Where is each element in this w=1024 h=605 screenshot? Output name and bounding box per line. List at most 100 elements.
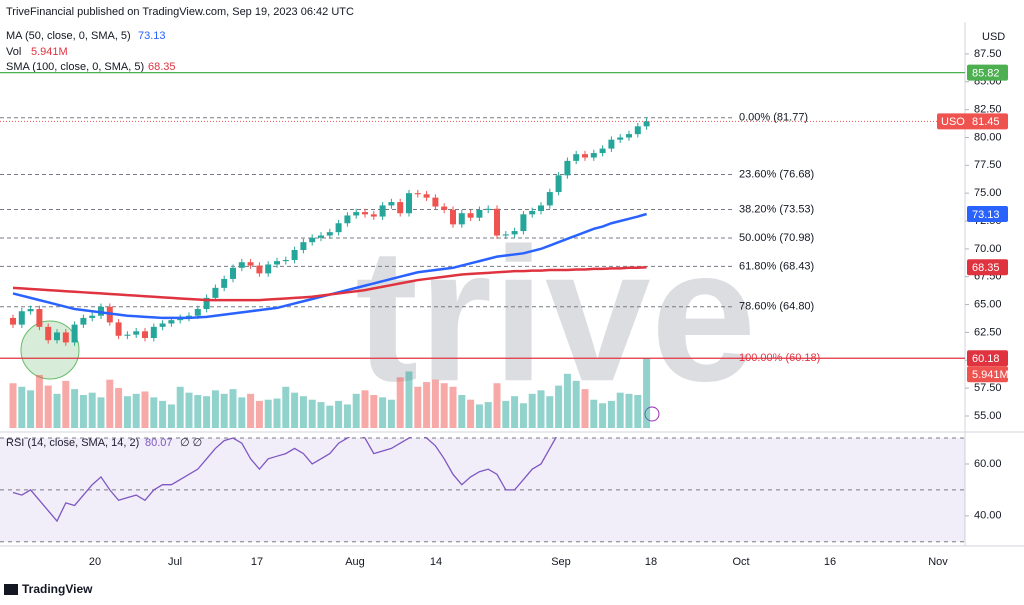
candle-body bbox=[18, 311, 25, 325]
candle-body bbox=[370, 214, 377, 217]
candle-body bbox=[362, 212, 368, 215]
y-tick-label: 80.00 bbox=[974, 131, 1002, 143]
candle-body bbox=[80, 317, 87, 325]
volume-bar bbox=[211, 390, 219, 428]
candle-body bbox=[300, 242, 307, 250]
volume-bar bbox=[387, 399, 395, 428]
candle-body bbox=[318, 235, 324, 238]
volume-bar bbox=[35, 374, 43, 428]
volume-bar bbox=[176, 386, 184, 428]
candle-body bbox=[282, 260, 289, 262]
candle-body bbox=[194, 309, 201, 316]
rsi-legend: RSI (14, close, SMA, 14, 2) bbox=[6, 437, 139, 449]
x-tick-label: Jul bbox=[168, 556, 182, 568]
volume-bar bbox=[370, 395, 378, 428]
candle-body bbox=[256, 265, 263, 274]
footer-logo: TradingView bbox=[22, 582, 93, 596]
volume-bar bbox=[555, 385, 563, 428]
volume-bar bbox=[423, 382, 431, 428]
price-tag bbox=[967, 259, 1008, 276]
volume-bar bbox=[431, 379, 439, 428]
y-tick-label: 75.00 bbox=[974, 187, 1002, 199]
x-tick-label: Aug bbox=[345, 556, 365, 568]
y-tick-label: 62.50 bbox=[974, 326, 1002, 338]
price-pane bbox=[0, 117, 965, 428]
candle-body bbox=[133, 331, 140, 335]
currency: USD bbox=[982, 31, 1005, 43]
volume-bar bbox=[502, 400, 510, 428]
candle-body bbox=[511, 231, 518, 235]
candle-body bbox=[142, 331, 148, 338]
header: TriveFinancial published on TradingView.… bbox=[6, 6, 354, 18]
candle-body bbox=[564, 160, 571, 176]
candle-body bbox=[150, 326, 157, 338]
volume-bar bbox=[203, 396, 211, 428]
candle-body bbox=[441, 206, 448, 210]
candle-body bbox=[555, 175, 562, 193]
volume-bar bbox=[18, 386, 26, 428]
x-tick-label: Oct bbox=[732, 556, 749, 568]
x-tick-label: 17 bbox=[251, 556, 263, 568]
price-tag-label: 85.82 bbox=[972, 68, 1000, 80]
volume-bar bbox=[467, 399, 475, 428]
volume-bar bbox=[308, 399, 316, 428]
y-tick-label: 65.00 bbox=[974, 298, 1002, 310]
price-tag-label: 60.18 bbox=[972, 353, 1000, 365]
candle-body bbox=[230, 267, 236, 279]
candle-body bbox=[476, 209, 483, 218]
price-tag bbox=[967, 350, 1008, 367]
candle-body bbox=[520, 214, 527, 232]
candle-body bbox=[397, 202, 404, 214]
fib-label: 38.20% (73.53) bbox=[739, 203, 814, 215]
volume-bar bbox=[414, 386, 422, 428]
volume-bar bbox=[458, 395, 466, 428]
rsi-legend-extra: ∅ ∅ bbox=[180, 437, 202, 449]
fib-label: 0.00% (81.77) bbox=[739, 112, 808, 124]
x-tick-label: Sep bbox=[551, 556, 571, 568]
candle-body bbox=[582, 154, 588, 158]
moving-average-line bbox=[12, 266, 647, 302]
volume-bar bbox=[440, 383, 448, 428]
y-tick-label: 87.50 bbox=[974, 48, 1002, 60]
candle-body bbox=[326, 232, 333, 236]
rsi-pane bbox=[0, 437, 965, 543]
volume-bar bbox=[537, 390, 545, 428]
volume-bar bbox=[150, 397, 158, 428]
candle-body bbox=[212, 287, 219, 298]
x-tick-label: 14 bbox=[430, 556, 442, 568]
fib-label: 61.80% (68.43) bbox=[739, 260, 814, 272]
fib-label: 23.60% (76.68) bbox=[739, 168, 814, 180]
volume-bar bbox=[167, 404, 175, 428]
price-tag-label: 81.45 bbox=[972, 116, 1000, 128]
volume-bar bbox=[449, 386, 457, 428]
x-tick-label: Nov bbox=[928, 556, 948, 568]
volume-bar bbox=[282, 386, 290, 428]
volume-bar bbox=[326, 405, 334, 428]
candle-body bbox=[221, 278, 228, 288]
candle-body bbox=[265, 264, 272, 274]
candle-body bbox=[467, 213, 474, 218]
y-tick-label: 77.50 bbox=[974, 159, 1002, 171]
volume-bar bbox=[590, 399, 598, 428]
y-tick-label: 57.50 bbox=[974, 382, 1002, 394]
candle-body bbox=[546, 192, 553, 206]
volume-bar bbox=[62, 380, 70, 428]
y-tick-label: 82.50 bbox=[974, 104, 1002, 116]
candle-body bbox=[247, 262, 254, 266]
rsi-line bbox=[12, 437, 557, 523]
volume-bar bbox=[194, 395, 202, 428]
price-tag-label: 73.13 bbox=[972, 209, 1000, 221]
fib-label: 50.00% (70.98) bbox=[739, 232, 814, 244]
price-tag bbox=[967, 206, 1008, 222]
candle-body bbox=[353, 212, 360, 216]
candle-body bbox=[432, 197, 439, 207]
candle-body bbox=[203, 297, 210, 310]
volume-bar bbox=[616, 392, 624, 428]
candle-body bbox=[388, 202, 395, 206]
candle-body bbox=[238, 262, 245, 268]
logo-icon bbox=[4, 584, 18, 595]
candle-body bbox=[344, 215, 351, 224]
volume-bar bbox=[352, 393, 360, 428]
volume-bar bbox=[123, 396, 131, 428]
